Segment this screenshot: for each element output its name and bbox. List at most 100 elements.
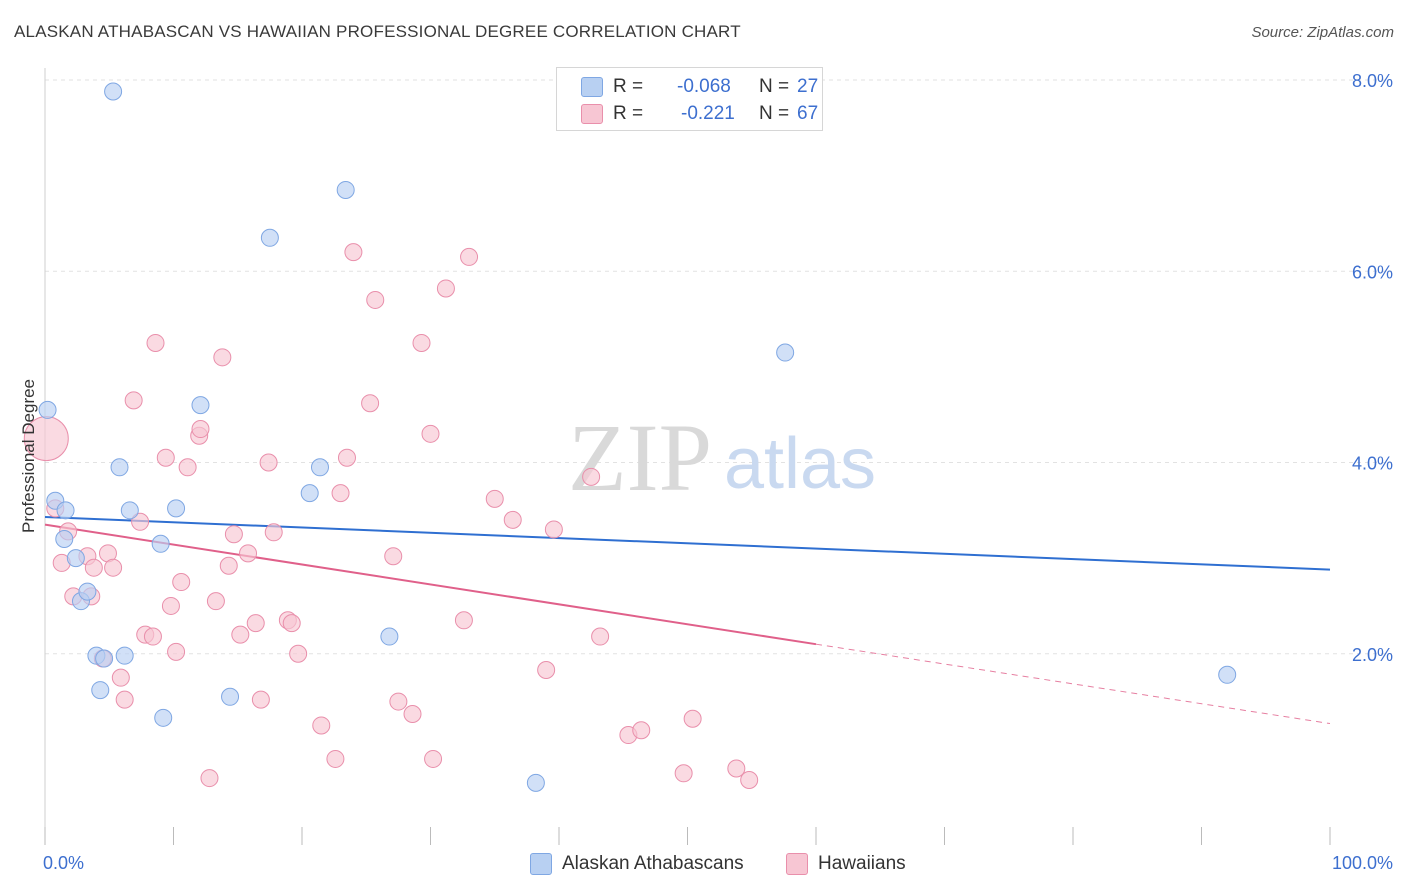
watermark-zip: ZIP — [568, 404, 712, 511]
x-tick-label: 100.0% — [1332, 853, 1393, 873]
data-point-hawaiian — [460, 247, 479, 266]
axis-layer: 2.0% 4.0% 6.0% 8.0% 0.0% 100.0% — [43, 68, 1393, 873]
data-point-athabascan — [300, 484, 319, 503]
data-point-athabascan — [56, 501, 75, 520]
bottom-legend-label: Alaskan Athabascans — [562, 853, 744, 874]
data-point-athabascan — [260, 228, 279, 247]
data-point-hawaiian — [537, 661, 556, 680]
data-point-hawaiian — [264, 523, 283, 542]
data-point-hawaiian — [167, 642, 186, 661]
chart-title: ALASKAN ATHABASCAN VS HAWAIIAN PROFESSIO… — [14, 22, 741, 41]
data-point-hawaiian — [282, 614, 301, 633]
data-point-athabascan — [167, 499, 186, 518]
legend-r-label: R = — [613, 76, 644, 97]
data-point-hawaiian — [384, 547, 403, 566]
data-point-athabascan — [95, 649, 114, 668]
watermark-atlas: atlas — [724, 424, 876, 504]
data-point-athabascan — [115, 646, 134, 665]
x-tick-label: 0.0% — [43, 853, 84, 873]
y-tick-label: 8.0% — [1352, 71, 1393, 91]
data-point-hawaiian — [146, 333, 165, 352]
legend-swatch-pink — [581, 104, 603, 124]
data-point-hawaiian — [200, 769, 219, 788]
data-point-athabascan — [310, 458, 329, 477]
trend-layer — [44, 516, 1331, 725]
data-point-hawaiian — [591, 627, 610, 646]
data-point-athabascan — [151, 534, 170, 553]
data-point-athabascan — [120, 501, 139, 520]
data-point-athabascan — [336, 180, 355, 199]
data-point-hawaiian — [213, 348, 232, 367]
data-point-hawaiian — [683, 709, 702, 728]
data-point-hawaiian — [485, 489, 504, 508]
data-point-hawaiian — [582, 467, 601, 486]
data-point-hawaiian — [239, 544, 258, 563]
data-point-hawaiian — [366, 290, 385, 309]
data-point-hawaiian — [412, 333, 431, 352]
data-point-athabascan — [38, 400, 57, 419]
data-point-hawaiian — [251, 690, 270, 709]
data-point-hawaiian — [326, 749, 345, 768]
data-point-athabascan — [221, 687, 240, 706]
y-tick-label: 4.0% — [1352, 454, 1393, 474]
data-point-hawaiian — [156, 448, 175, 467]
data-point-athabascan — [526, 773, 545, 792]
data-point-athabascan — [1218, 665, 1237, 684]
data-point-athabascan — [154, 708, 173, 727]
data-point-hawaiian — [224, 525, 243, 544]
data-point-hawaiian — [454, 611, 473, 630]
data-point-hawaiian — [231, 625, 250, 644]
data-point-athabascan — [380, 627, 399, 646]
watermark: ZIP atlas — [568, 404, 876, 511]
data-point-athabascan — [78, 582, 97, 601]
points-layer — [23, 82, 1237, 792]
y-tick-label: 6.0% — [1352, 262, 1393, 282]
y-axis-label: Professional Degree — [19, 379, 38, 533]
trend-line-hawaiian-extrapolated — [815, 643, 1331, 725]
data-point-hawaiian — [219, 556, 238, 575]
stats-legend: R = -0.068 N = 27 R = -0.221 N = 67 — [556, 67, 823, 131]
data-point-athabascan — [776, 343, 795, 362]
data-point-hawaiian — [503, 510, 522, 529]
bottom-legend-swatch-pink — [786, 853, 808, 875]
data-point-athabascan — [55, 530, 74, 548]
data-point-hawaiian — [172, 573, 191, 592]
data-point-hawaiian — [161, 596, 180, 615]
data-point-hawaiian — [337, 448, 356, 467]
data-point-hawaiian — [131, 512, 150, 531]
data-point-hawaiian — [104, 558, 123, 577]
legend-n-value: 67 — [797, 103, 819, 124]
data-point-athabascan — [110, 458, 129, 477]
data-point-hawaiian — [740, 770, 759, 789]
trend-line-athabascan — [44, 516, 1331, 571]
data-point-athabascan — [91, 681, 110, 700]
data-point-hawaiian — [111, 668, 130, 687]
legend-swatch-blue — [581, 77, 603, 97]
bottom-legend-label: Hawaiians — [818, 853, 906, 874]
data-point-hawaiian — [331, 484, 350, 503]
data-point-hawaiian — [544, 520, 563, 539]
data-point-hawaiian — [436, 279, 455, 298]
legend-n-value: 27 — [797, 76, 819, 97]
data-point-athabascan — [66, 549, 85, 568]
data-point-hawaiian — [424, 749, 443, 768]
data-point-hawaiian — [124, 391, 143, 410]
legend-r-value: -0.068 — [677, 76, 731, 97]
data-point-hawaiian — [246, 614, 265, 633]
data-point-hawaiian — [361, 394, 380, 413]
bottom-legend-swatch-blue — [530, 853, 552, 875]
legend-n-label: N = — [759, 76, 790, 97]
data-point-athabascan — [191, 396, 210, 415]
y-tick-label: 2.0% — [1352, 645, 1393, 665]
data-point-hawaiian — [403, 704, 422, 723]
trend-line-hawaiian — [44, 523, 817, 646]
data-point-hawaiian — [289, 644, 308, 663]
data-point-hawaiian — [344, 243, 363, 262]
data-point-hawaiian — [389, 692, 408, 711]
data-point-athabascan — [104, 82, 123, 101]
data-point-hawaiian — [178, 458, 197, 477]
data-point-hawaiian — [312, 716, 331, 735]
grid-layer — [45, 79, 1392, 655]
data-point-hawaiian — [115, 690, 134, 709]
